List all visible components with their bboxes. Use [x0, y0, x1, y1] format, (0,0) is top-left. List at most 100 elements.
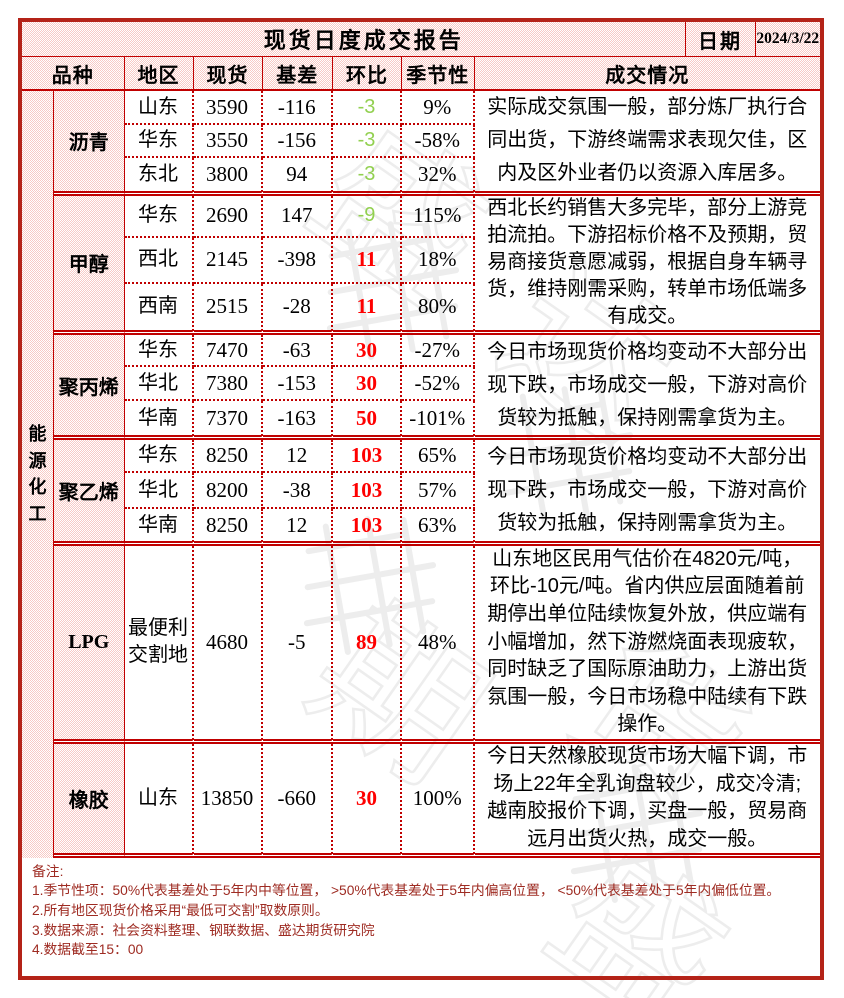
cell-mom: -3: [333, 125, 402, 158]
footnote-line: 4.数据截至15：00: [32, 942, 144, 958]
comment-methanol: 西北长约销售大多完毕，部分上游竞 拍流拍。下游招标价格不及预期，贸 易商接货意愿…: [474, 196, 820, 336]
cell-spot: 7370: [193, 401, 263, 441]
cell-region: 山东: [124, 743, 194, 858]
cell-spot: 7470: [193, 335, 263, 368]
cell-basis: -153: [262, 367, 333, 402]
variety-methanol: 甲醇: [54, 195, 125, 336]
cell-basis: -38: [262, 473, 333, 509]
cell-basis: -63: [262, 335, 333, 368]
cell-basis: 12: [262, 440, 333, 474]
date-value: 2024/3/22: [754, 22, 821, 56]
comment-pp: 今日市场现货价格均变动不大部分出 现下跌，市场成交一般，下游对高价 货较为抵触，…: [474, 335, 820, 441]
cell-region: 最便利 交割地: [124, 546, 194, 744]
title-row: 现货日度成交报告 日期 2024/3/22: [22, 22, 820, 57]
cell-basis: 94: [262, 157, 333, 196]
cell-region: 华东: [124, 195, 194, 238]
cell-mom: -3: [333, 91, 402, 126]
cell-season: -101%: [402, 401, 475, 441]
cell-basis: -156: [262, 125, 333, 158]
cell-region: 华东: [124, 440, 194, 474]
cell-region: 西北: [124, 237, 194, 284]
cell-season: 115%: [402, 195, 475, 238]
cell-mom: 50: [333, 401, 402, 441]
cell-region: 华北: [124, 367, 194, 402]
report-table: 现货日度成交报告 日期 2024/3/22 品种 地区 现货 基差 环比 季节性…: [18, 18, 824, 980]
variety-pp: 聚丙烯: [54, 335, 125, 441]
cell-basis: -116: [262, 91, 333, 126]
cell-spot: 8250: [193, 440, 263, 474]
cell-season: 18%: [402, 237, 475, 284]
col-header-season: 季节性: [402, 57, 475, 91]
cell-basis: -398: [262, 237, 333, 284]
cell-basis: -5: [262, 546, 333, 744]
cell-mom: 103: [333, 473, 402, 509]
cell-spot: 2690: [193, 195, 263, 238]
cell-mom: 11: [333, 283, 402, 336]
cell-basis: -660: [262, 743, 333, 858]
cell-season: 65%: [402, 440, 475, 474]
cell-spot: 2515: [193, 283, 263, 336]
cell-spot: 3800: [193, 157, 263, 196]
group-label-energy-chemicals: 能源化工: [22, 91, 54, 858]
cell-spot: 8200: [193, 473, 263, 509]
cell-mom: 11: [333, 237, 402, 284]
cell-season: -58%: [402, 125, 475, 158]
page-title: 现货日度成交报告: [263, 28, 464, 53]
cell-spot: 2145: [193, 237, 263, 284]
cell-basis: -28: [262, 283, 333, 336]
col-header-region: 地区: [124, 57, 194, 91]
variety-lpg: LPG: [54, 546, 125, 744]
col-header-mom: 环比: [333, 57, 402, 91]
cell-spot: 7380: [193, 367, 263, 402]
comment-lpg: 山东地区民用气估价在4820元/吨， 环比-10元/吨。省内供应层面随着前 期停…: [474, 546, 820, 744]
cell-region: 东北: [124, 157, 194, 196]
variety-asphalt: 沥青: [54, 91, 125, 196]
cell-season: 80%: [402, 283, 475, 336]
cell-region: 山东: [124, 91, 194, 126]
cell-season: 48%: [402, 546, 475, 744]
cell-spot: 13850: [193, 743, 263, 858]
cell-region: 华东: [124, 125, 194, 158]
cell-spot: 3590: [193, 91, 263, 126]
footnote-line: 2.所有地区现货价格采用“最低可交割”取数原则。: [32, 902, 329, 918]
cell-season: 9%: [402, 91, 475, 126]
footnote-line: 3.数据来源：社会资料整理、钢联数据、盛达期货研究院: [32, 922, 375, 938]
col-header-basis: 基差: [262, 57, 333, 91]
variety-pe: 聚乙烯: [54, 440, 125, 547]
comment-pe: 今日市场现货价格均变动不大部分出 现下跌，市场成交一般，下游对高价 货较为抵触，…: [474, 440, 820, 547]
cell-basis: 12: [262, 508, 333, 547]
cell-spot: 3550: [193, 125, 263, 158]
cell-region: 华南: [124, 401, 194, 441]
footnotes: 备注: 1.季节性项：50%代表基差处于5年内中等位置， >50%代表基差处于5…: [22, 858, 820, 976]
cell-mom: 103: [333, 440, 402, 474]
variety-rubber: 橡胶: [54, 743, 125, 858]
col-header-spot: 现货: [193, 57, 263, 91]
cell-mom: 30: [333, 367, 402, 402]
cell-basis: -163: [262, 401, 333, 441]
cell-region: 华南: [124, 508, 194, 547]
footnote-line: 1.季节性项：50%代表基差处于5年内中等位置， >50%代表基差处于5年内偏高…: [32, 883, 781, 899]
cell-season: 100%: [402, 743, 475, 858]
cell-region: 西南: [124, 283, 194, 336]
footnote-line: 备注:: [32, 863, 64, 879]
cell-mom: -3: [333, 157, 402, 196]
col-header-comment: 成交情况: [474, 57, 820, 91]
cell-season: 63%: [402, 508, 475, 547]
date-label: 日期: [684, 22, 755, 56]
cell-region: 华北: [124, 473, 194, 509]
cell-mom: 89: [333, 546, 402, 744]
cell-mom: 103: [333, 508, 402, 547]
comment-asphalt: 实际成交氛围一般，部分炼厂执行合 同出货，下游终端需求表现欠佳，区 内及区外业者…: [474, 91, 820, 196]
cell-season: -52%: [402, 367, 475, 402]
comment-rubber: 今日天然橡胶现货市场大幅下调，市 场上22年全乳询盘较少，成交冷清; 越南胶报价…: [474, 744, 820, 858]
col-header-variety: 品种: [22, 57, 125, 91]
cell-season: -27%: [402, 335, 475, 368]
cell-spot: 8250: [193, 508, 263, 547]
cell-basis: 147: [262, 195, 333, 238]
cell-mom: 30: [333, 335, 402, 368]
cell-mom: 30: [333, 743, 402, 858]
cell-region: 华东: [124, 335, 194, 368]
cell-season: 57%: [402, 473, 475, 509]
cell-season: 32%: [402, 157, 475, 196]
